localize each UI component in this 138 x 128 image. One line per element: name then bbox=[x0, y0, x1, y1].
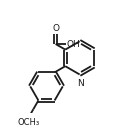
Text: O: O bbox=[52, 24, 59, 33]
Text: OCH₃: OCH₃ bbox=[17, 118, 39, 127]
Text: OH: OH bbox=[67, 40, 81, 49]
Text: N: N bbox=[77, 79, 84, 88]
